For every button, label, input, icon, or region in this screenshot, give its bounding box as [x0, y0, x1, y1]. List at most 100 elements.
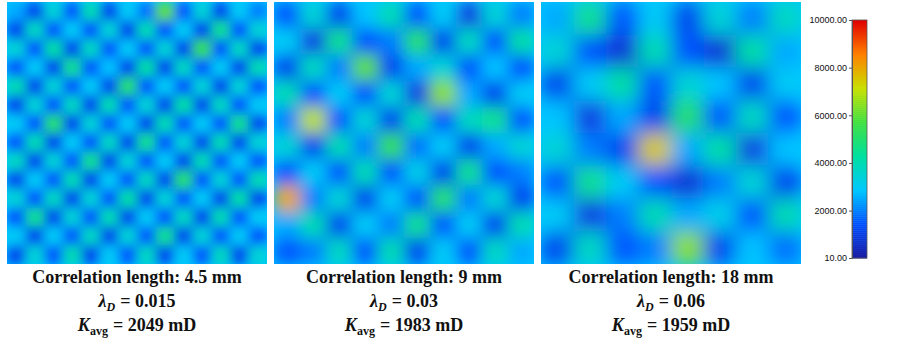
- heatmap-cell: [193, 39, 212, 58]
- heatmap-cell: [378, 28, 405, 55]
- heatmap-cell: [274, 185, 301, 212]
- heatmap-cell: [44, 152, 63, 171]
- heatmap-cell: [211, 96, 230, 115]
- heatmap-cell: [100, 39, 119, 58]
- heatmap-cell: [230, 189, 249, 208]
- heatmap-cell: [639, 100, 672, 133]
- heatmap-cell: [81, 77, 100, 96]
- heatmap-cell: [378, 2, 405, 29]
- heatmap-cell: [430, 54, 457, 81]
- heatmap-cell: [26, 96, 45, 115]
- heatmap-cell: [174, 245, 193, 264]
- heatmap-cell: [671, 68, 704, 101]
- tick-mark: [849, 68, 852, 69]
- heatmap-cell: [156, 58, 175, 77]
- heatmap-cell: [230, 114, 249, 133]
- heatmap-cell: [736, 2, 769, 35]
- heatmap-cell: [404, 81, 431, 108]
- heatmap-cell: [574, 166, 607, 199]
- heatmap-cell: [7, 77, 26, 96]
- heatmap-cell: [118, 77, 137, 96]
- panel-background: [541, 2, 801, 264]
- heatmap-cell: [156, 189, 175, 208]
- heatmap-cell: [274, 212, 301, 239]
- heatmap-cell: [769, 2, 802, 35]
- heatmap-cell: [300, 159, 327, 186]
- heatmap-cell: [100, 227, 119, 246]
- heatmap-cell: [211, 21, 230, 40]
- heatmap-cell: [230, 2, 249, 21]
- heatmap-cell: [7, 227, 26, 246]
- heatmap-cell: [508, 185, 534, 212]
- heatmap-cell: [378, 133, 405, 160]
- heatmap-cell: [274, 81, 301, 108]
- heatmap-cell: [508, 133, 534, 160]
- heatmap-cell: [81, 245, 100, 264]
- heatmap-cell: [193, 21, 212, 40]
- lambda-label: λD= 0.06: [636, 291, 705, 314]
- heatmap-cell: [44, 39, 63, 58]
- heatmap-cell: [704, 68, 737, 101]
- heatmap-cell: [174, 208, 193, 227]
- heatmap-cell: [81, 133, 100, 152]
- heatmap-cell: [456, 159, 483, 186]
- heatmap-panel: [541, 2, 801, 264]
- heatmap-cell: [769, 68, 802, 101]
- heatmap-cell: [456, 133, 483, 160]
- heatmap-cell: [430, 185, 457, 212]
- heatmap-cell: [118, 133, 137, 152]
- kavg-label-value: = 1959 mD: [647, 315, 730, 335]
- heatmap-cell: [230, 245, 249, 264]
- heatmap-cell: [541, 166, 574, 199]
- tick-mark: [849, 115, 852, 116]
- heatmap-cell: [63, 77, 82, 96]
- heatmap-cell: [248, 133, 267, 152]
- heatmap-cell: [736, 68, 769, 101]
- heatmap-cell: [326, 28, 353, 55]
- heatmap-cell: [404, 185, 431, 212]
- heatmap-cell: [118, 152, 137, 171]
- heatmap-cell: [193, 96, 212, 115]
- heatmap-cell: [100, 114, 119, 133]
- heatmap-cell: [352, 159, 379, 186]
- heatmap-cell: [326, 81, 353, 108]
- heatmap-cell: [7, 245, 26, 264]
- cells: [274, 2, 534, 264]
- heatmap-cell: [7, 39, 26, 58]
- heatmap-cell: [26, 170, 45, 189]
- heatmap-cell: [639, 166, 672, 199]
- heatmap-cell: [63, 170, 82, 189]
- heatmap-cell: [81, 2, 100, 21]
- heatmap-cell: [118, 21, 137, 40]
- heatmap-cell: [574, 2, 607, 35]
- tick: 10.00: [824, 253, 852, 263]
- heatmap-cell: [352, 28, 379, 55]
- heatmap-cell: [430, 212, 457, 239]
- heatmap-cell: [274, 54, 301, 81]
- heatmap-cell: [81, 39, 100, 58]
- heatmap-cell: [606, 166, 639, 199]
- heatmap-cell: [300, 238, 327, 264]
- heatmap-cell: [736, 199, 769, 232]
- heatmap-cell: [404, 54, 431, 81]
- lambda-label: λD= 0.015: [98, 291, 176, 314]
- heatmap-cell: [44, 77, 63, 96]
- heatmap-cell: [274, 28, 301, 55]
- heatmap-cell: [248, 77, 267, 96]
- heatmap-cell: [44, 227, 63, 246]
- heatmap-cell: [193, 227, 212, 246]
- heatmap-cell: [639, 231, 672, 264]
- heatmap-cell: [211, 208, 230, 227]
- heatmap-cell: [704, 100, 737, 133]
- heatmap-cell: [230, 152, 249, 171]
- heatmap-cell: [574, 35, 607, 68]
- tick-mark: [849, 211, 852, 212]
- heatmap-cell: [639, 133, 672, 166]
- heatmap-cell: [508, 81, 534, 108]
- cells: [7, 2, 267, 264]
- heatmap-cell: [541, 231, 574, 264]
- heatmap-cell: [274, 107, 301, 134]
- colorbar: [852, 20, 867, 259]
- tick-label: 10000.00: [809, 15, 847, 25]
- heatmap-cell: [300, 81, 327, 108]
